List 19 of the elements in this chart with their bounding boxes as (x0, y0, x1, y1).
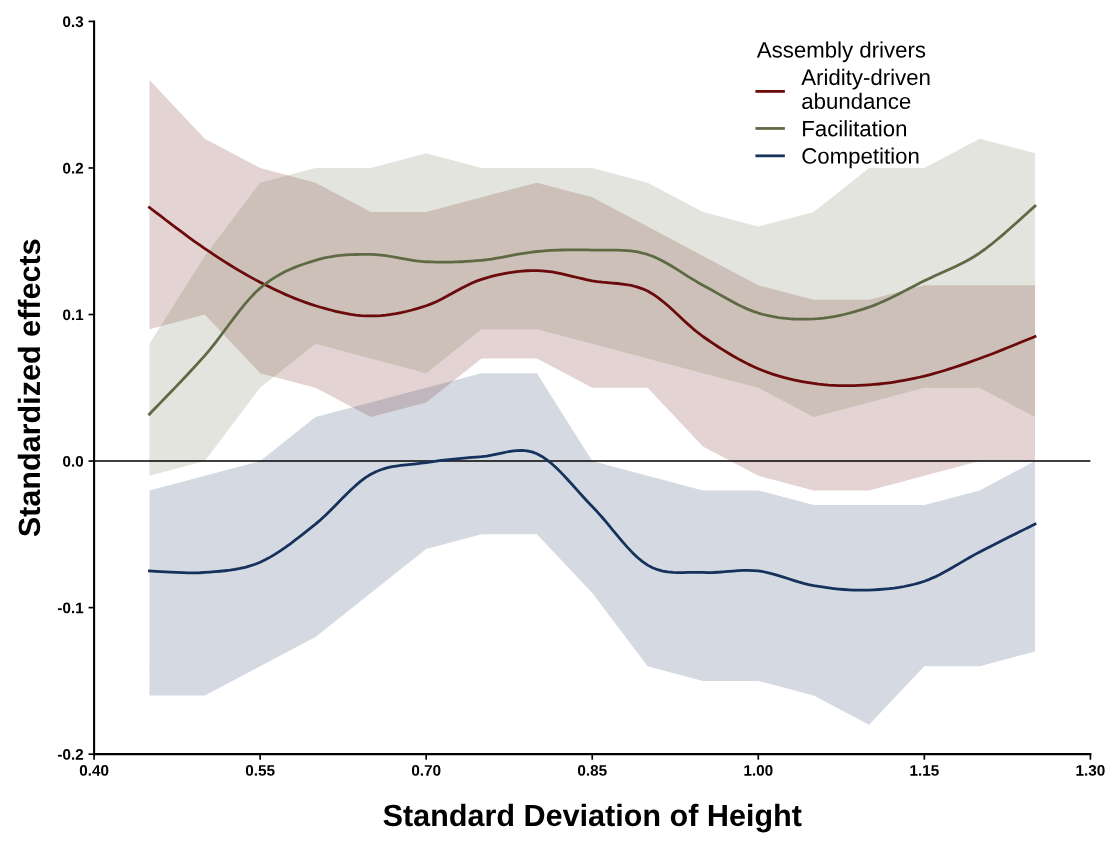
y-tick-label: -0.1 (57, 602, 84, 614)
legend-label: Competition (802, 147, 919, 169)
y-tick-label: -0.2 (57, 749, 84, 760)
x-tick-label: 1.15 (910, 765, 939, 776)
x-axis-title: Standard Deviation of Height (383, 803, 802, 833)
y-tick-label: 0.0 (63, 455, 84, 467)
legend-label: Aridity-driven abundance (801, 68, 930, 110)
y-axis-title: Standardized effects (17, 239, 41, 537)
x-tick-label: 0.70 (411, 764, 441, 776)
y-tick-label: 0.2 (63, 162, 84, 174)
x-tick-label: 1.00 (744, 764, 773, 776)
x-tick-label: 0.55 (245, 764, 275, 776)
y-tick-label: 0.1 (63, 309, 84, 321)
x-tick-label: 1.30 (1076, 764, 1105, 776)
legend-label: Facilitation (803, 120, 907, 137)
y-tick-label: 0.3 (63, 16, 84, 28)
legend-title: Assembly drivers (756, 41, 926, 63)
x-tick-label: 0.40 (79, 764, 109, 776)
x-tick-label: 0.85 (577, 764, 607, 776)
